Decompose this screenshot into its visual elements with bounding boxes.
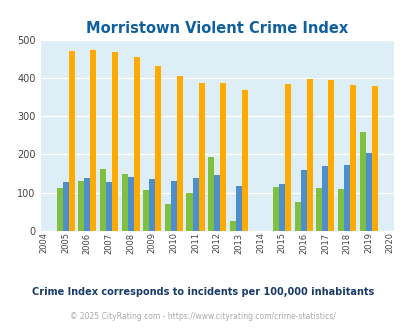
Bar	[241, 90, 247, 231]
Bar	[121, 174, 127, 231]
Bar	[192, 178, 198, 231]
Bar	[235, 186, 241, 231]
Bar	[155, 66, 161, 231]
Bar	[229, 221, 235, 231]
Bar	[214, 175, 220, 231]
Bar	[133, 57, 139, 231]
Bar	[343, 165, 349, 231]
Bar	[322, 166, 328, 231]
Bar	[78, 181, 84, 231]
Bar	[57, 188, 62, 231]
Bar	[186, 193, 192, 231]
Bar	[112, 52, 118, 231]
Bar	[106, 182, 112, 231]
Bar	[84, 178, 90, 231]
Bar	[284, 84, 290, 231]
Bar	[273, 187, 278, 231]
Bar	[171, 181, 177, 231]
Bar	[294, 202, 300, 231]
Bar	[365, 152, 371, 231]
Bar	[306, 79, 312, 231]
Bar	[359, 132, 365, 231]
Bar	[278, 184, 284, 231]
Bar	[149, 179, 155, 231]
Bar	[208, 157, 214, 231]
Bar	[143, 190, 149, 231]
Bar	[371, 86, 377, 231]
Bar	[315, 188, 322, 231]
Bar	[127, 178, 133, 231]
Text: © 2025 CityRating.com - https://www.cityrating.com/crime-statistics/: © 2025 CityRating.com - https://www.city…	[70, 312, 335, 321]
Bar	[164, 204, 171, 231]
Bar	[68, 51, 75, 231]
Bar	[100, 169, 106, 231]
Bar	[349, 85, 355, 231]
Bar	[62, 182, 68, 231]
Text: Crime Index corresponds to incidents per 100,000 inhabitants: Crime Index corresponds to incidents per…	[32, 287, 373, 297]
Bar	[177, 76, 183, 231]
Bar	[328, 80, 334, 231]
Bar	[90, 50, 96, 231]
Bar	[198, 83, 204, 231]
Bar	[300, 170, 306, 231]
Bar	[337, 188, 343, 231]
Bar	[220, 83, 226, 231]
Title: Morristown Violent Crime Index: Morristown Violent Crime Index	[86, 21, 347, 36]
